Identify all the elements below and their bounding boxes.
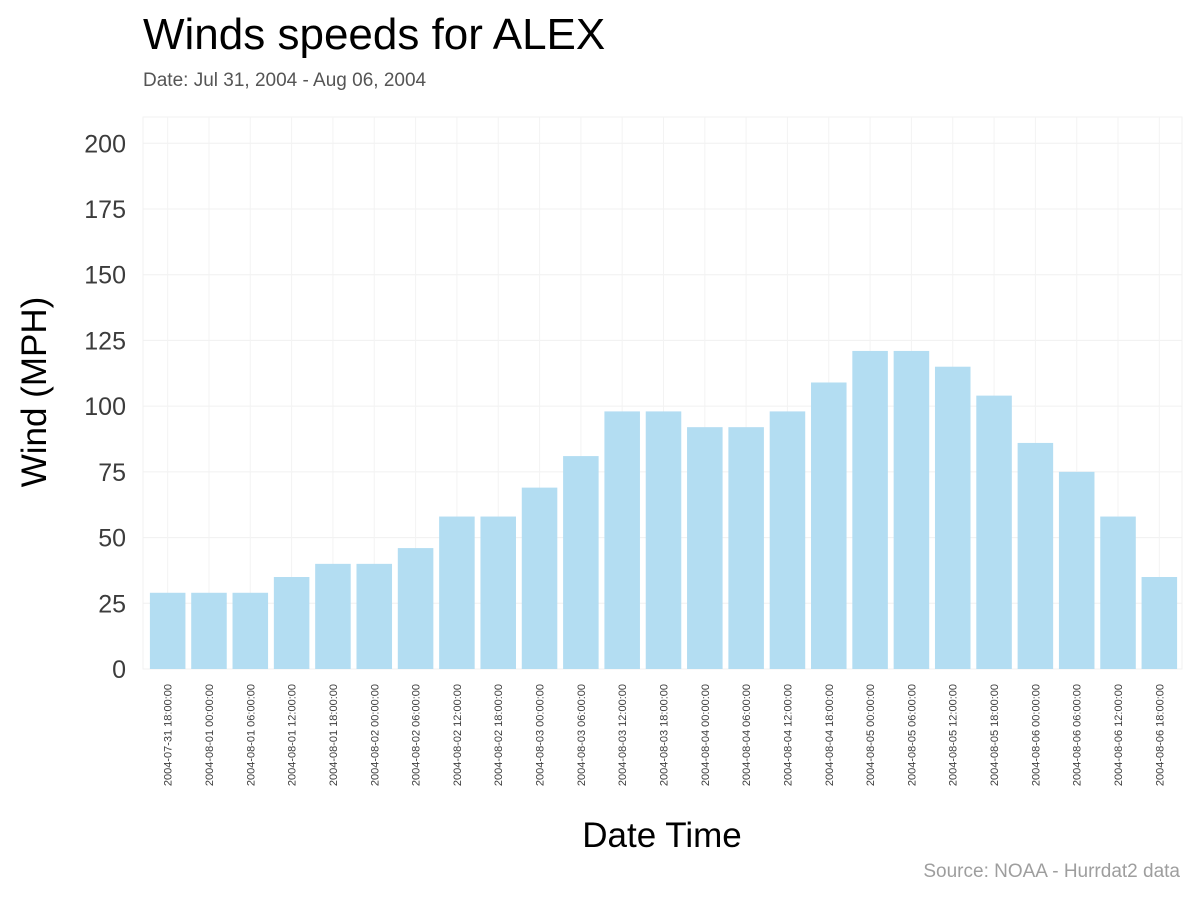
bars	[149, 350, 1178, 669]
bar	[149, 592, 186, 669]
x-tick-label: 2004-08-01 00:00:00	[204, 684, 216, 786]
x-tick-label: 2004-08-04 12:00:00	[782, 684, 794, 786]
x-tick-label: 2004-08-04 18:00:00	[824, 684, 836, 786]
y-tick-label: 175	[84, 196, 126, 224]
x-tick-label: 2004-08-03 06:00:00	[576, 684, 588, 786]
bar	[439, 516, 475, 669]
y-axis-title: Wind (MPH)	[15, 297, 54, 488]
bar	[852, 350, 888, 669]
x-tick-label: 2004-08-06 12:00:00	[1113, 684, 1125, 786]
bar	[1017, 442, 1054, 669]
bar	[1141, 577, 1178, 669]
x-tick-label: 2004-08-05 00:00:00	[865, 684, 877, 786]
bar	[645, 411, 682, 669]
bar	[563, 456, 599, 669]
x-tick-label: 2004-08-02 06:00:00	[411, 684, 423, 786]
x-tick-label: 2004-08-04 00:00:00	[700, 684, 712, 786]
bar	[315, 563, 351, 669]
y-tick-label: 125	[84, 327, 126, 355]
x-tick-label: 2004-08-05 06:00:00	[906, 684, 918, 786]
y-axis-ticks: 0 25 50 75 100 125 150 175 200	[84, 130, 126, 684]
bar	[976, 395, 1012, 669]
x-tick-label: 2004-08-05 12:00:00	[948, 684, 960, 786]
y-tick-label: 150	[84, 262, 126, 290]
y-tick-label: 0	[112, 656, 126, 684]
bar	[893, 350, 930, 669]
x-tick-label: 2004-08-03 18:00:00	[659, 684, 671, 786]
bar	[728, 427, 764, 669]
x-tick-label: 2004-08-06 00:00:00	[1030, 684, 1042, 786]
bar	[191, 592, 227, 669]
x-tick-label: 2004-07-31 18:00:00	[163, 684, 175, 786]
bar	[811, 382, 847, 669]
bar	[273, 577, 310, 669]
y-tick-label: 75	[98, 459, 126, 487]
bar	[356, 563, 393, 669]
bar	[1100, 516, 1136, 669]
x-tick-label: 2004-08-05 18:00:00	[989, 684, 1001, 786]
bar	[232, 592, 269, 669]
x-tick-label: 2004-08-04 06:00:00	[741, 684, 753, 786]
x-tick-label: 2004-08-02 12:00:00	[452, 684, 464, 786]
bar	[1058, 471, 1095, 669]
x-tick-label: 2004-08-03 00:00:00	[535, 684, 547, 786]
x-tick-label: 2004-08-06 18:00:00	[1154, 684, 1166, 786]
x-tick-label: 2004-08-01 18:00:00	[328, 684, 340, 786]
x-tick-label: 2004-08-06 06:00:00	[1072, 684, 1084, 786]
x-tick-label: 2004-08-01 06:00:00	[245, 684, 257, 786]
bar	[521, 487, 558, 669]
x-axis-title: Date Time	[582, 816, 742, 855]
y-tick-label: 50	[98, 525, 126, 553]
x-axis-ticks: 2004-07-31 18:00:00 2004-08-01 00:00:00 20…	[163, 684, 1167, 786]
source-caption: Source: NOAA - Hurrdat2 data	[923, 861, 1180, 882]
chart-title: Winds speeds for ALEX	[143, 10, 606, 59]
bar	[397, 548, 434, 669]
bar	[687, 427, 723, 669]
bar	[480, 516, 516, 669]
bar	[604, 411, 640, 669]
x-tick-label: 2004-08-03 12:00:00	[617, 684, 629, 786]
chart-subtitle: Date: Jul 31, 2004 - Aug 06, 2004	[143, 70, 427, 91]
bar	[934, 366, 971, 669]
x-tick-label: 2004-08-02 00:00:00	[369, 684, 381, 786]
bar	[769, 411, 806, 669]
x-tick-label: 2004-08-02 18:00:00	[493, 684, 505, 786]
y-tick-label: 200	[84, 130, 126, 158]
y-tick-label: 100	[84, 393, 126, 421]
x-tick-label: 2004-08-01 12:00:00	[287, 684, 299, 786]
y-tick-label: 25	[98, 590, 126, 618]
